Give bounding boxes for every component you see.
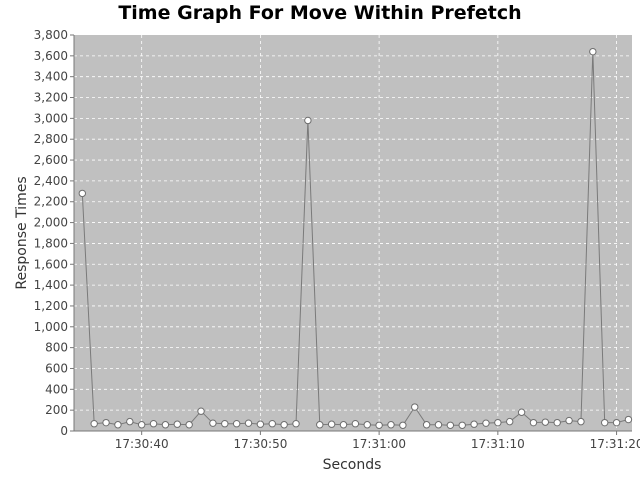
data-point <box>114 421 122 429</box>
data-point <box>553 418 561 427</box>
data-point <box>292 420 300 428</box>
y-tick-label: 2,800 <box>34 132 68 146</box>
data-point <box>529 418 538 427</box>
y-axis-label: Response Times <box>14 176 30 289</box>
data-point <box>411 403 419 411</box>
grid <box>74 35 632 431</box>
data-point <box>624 415 633 424</box>
y-tick-label: 1,200 <box>34 299 68 313</box>
series <box>78 47 633 429</box>
data-point <box>470 420 478 428</box>
data-point <box>304 116 312 125</box>
data-point <box>506 417 514 426</box>
x-tick-label: 17:30:40 <box>115 437 169 451</box>
data-point <box>78 189 87 198</box>
data-point <box>173 420 181 428</box>
y-tick-label: 1,600 <box>34 257 68 271</box>
y-tick-label: 3,800 <box>34 28 68 42</box>
data-point <box>316 421 324 429</box>
y-tick-label: 2,200 <box>34 195 68 209</box>
data-point <box>387 421 395 429</box>
data-point <box>422 421 431 429</box>
data-point <box>268 420 276 428</box>
y-tick-label: 200 <box>45 403 68 417</box>
data-point <box>600 418 609 427</box>
data-point <box>102 418 110 427</box>
y-tick-label: 600 <box>45 361 68 375</box>
data-point <box>399 421 407 429</box>
data-point <box>612 418 621 427</box>
y-tick-label: 1,400 <box>34 278 68 292</box>
data-point <box>494 418 502 427</box>
data-point <box>209 419 217 427</box>
data-point <box>434 421 443 429</box>
data-point <box>244 419 253 427</box>
data-point <box>197 407 205 415</box>
x-tick-label: 17:31:20 <box>590 437 640 451</box>
x-tick-label: 17:30:50 <box>233 437 287 451</box>
x-tick-label: 17:31:00 <box>352 437 406 451</box>
y-tick-label: 2,400 <box>34 174 68 188</box>
data-point <box>565 416 573 425</box>
data-point <box>280 421 288 429</box>
data-point <box>137 421 146 429</box>
data-point <box>161 421 170 429</box>
data-point <box>221 420 229 428</box>
y-tick-label: 2,000 <box>34 216 68 230</box>
x-tick-label: 17:31:10 <box>471 437 525 451</box>
data-point <box>517 408 526 416</box>
x-axis-label: Seconds <box>323 457 382 473</box>
plot-area <box>74 35 632 431</box>
data-point <box>185 421 193 429</box>
data-point <box>126 417 134 426</box>
data-point <box>149 420 158 428</box>
y-tick-label: 3,000 <box>34 111 68 125</box>
data-point <box>90 420 98 428</box>
data-point <box>589 47 597 56</box>
data-point <box>363 421 371 429</box>
chart-title: Time Graph For Move Within Prefetch <box>118 2 522 24</box>
data-point <box>446 421 455 429</box>
data-point <box>327 420 336 428</box>
y-axis: 0 200 400 600 800 1,000 1,200 1,400 1,600 1,800 2,… <box>34 28 75 438</box>
data-point <box>482 419 490 427</box>
data-point <box>351 420 360 428</box>
y-tick-label: 0 <box>60 424 68 438</box>
data-point <box>256 420 265 428</box>
data-point <box>339 421 348 429</box>
y-tick-label: 3,400 <box>34 70 68 84</box>
data-point <box>458 421 466 429</box>
data-point <box>541 418 550 426</box>
y-tick-label: 2,600 <box>34 153 68 167</box>
y-tick-label: 1,800 <box>34 236 68 250</box>
data-point <box>232 420 241 428</box>
data-point <box>577 417 585 426</box>
x-axis: 17:30:40 17:30:50 17:31:00 17:31:10 17:31:20 <box>74 430 640 451</box>
y-tick-label: 3,200 <box>34 91 68 105</box>
y-tick-label: 3,600 <box>34 49 68 63</box>
y-tick-label: 800 <box>45 341 68 355</box>
y-tick-label: 1,000 <box>34 320 68 334</box>
data-point <box>375 421 383 429</box>
y-tick-label: 400 <box>45 382 68 396</box>
